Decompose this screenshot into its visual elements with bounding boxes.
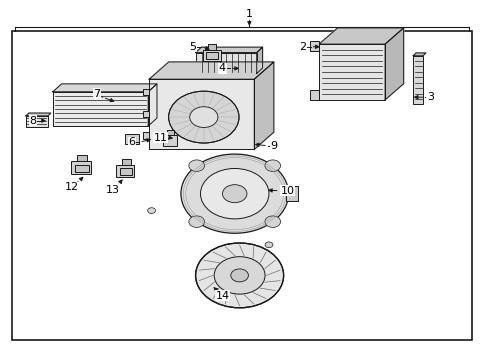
Text: 1: 1 — [245, 9, 252, 19]
Circle shape — [264, 242, 272, 248]
Text: 6: 6 — [128, 137, 135, 147]
Circle shape — [214, 257, 264, 294]
Polygon shape — [254, 62, 273, 149]
Circle shape — [188, 216, 204, 228]
Bar — [120, 168, 132, 175]
Text: 11: 11 — [153, 132, 167, 143]
Bar — [53, 92, 148, 126]
Bar — [12, 31, 471, 340]
Bar — [207, 44, 215, 50]
Bar — [143, 111, 149, 117]
Polygon shape — [384, 28, 403, 100]
Bar — [116, 165, 134, 177]
Text: 14: 14 — [215, 291, 229, 301]
Bar — [166, 130, 173, 135]
Bar — [122, 159, 130, 165]
Bar — [203, 50, 220, 61]
Polygon shape — [26, 113, 51, 116]
Bar — [26, 116, 48, 127]
Bar — [309, 90, 318, 100]
Polygon shape — [256, 47, 262, 73]
Bar — [149, 79, 254, 149]
Text: 10: 10 — [280, 186, 294, 196]
Circle shape — [189, 107, 218, 127]
Bar — [195, 53, 256, 73]
Bar — [77, 155, 87, 161]
Circle shape — [230, 269, 248, 282]
Bar — [71, 161, 91, 174]
Bar — [318, 44, 384, 100]
Bar — [143, 89, 149, 95]
Circle shape — [181, 154, 288, 233]
Text: 3: 3 — [426, 92, 433, 102]
Circle shape — [168, 91, 239, 143]
Circle shape — [195, 243, 283, 308]
Bar — [124, 134, 139, 144]
Text: 5: 5 — [189, 42, 196, 52]
Polygon shape — [195, 47, 262, 53]
Polygon shape — [149, 62, 273, 79]
Circle shape — [188, 160, 204, 171]
Polygon shape — [318, 28, 403, 44]
Polygon shape — [148, 84, 157, 126]
Polygon shape — [412, 53, 425, 56]
Circle shape — [222, 185, 246, 203]
Text: 2: 2 — [299, 42, 306, 52]
Text: 4: 4 — [219, 63, 225, 73]
Text: 13: 13 — [105, 185, 119, 195]
Circle shape — [264, 216, 280, 228]
Circle shape — [264, 160, 280, 171]
Text: 8: 8 — [30, 116, 37, 126]
Text: 12: 12 — [65, 182, 79, 192]
Bar — [143, 132, 149, 139]
Circle shape — [147, 208, 155, 213]
Text: 9: 9 — [270, 141, 277, 151]
Bar — [309, 41, 318, 51]
Bar — [163, 135, 176, 146]
Bar — [285, 186, 298, 201]
Bar — [205, 52, 217, 59]
Bar — [412, 56, 422, 104]
Bar — [75, 165, 88, 172]
Circle shape — [200, 168, 268, 219]
Text: 7: 7 — [93, 89, 100, 99]
Polygon shape — [53, 84, 157, 92]
